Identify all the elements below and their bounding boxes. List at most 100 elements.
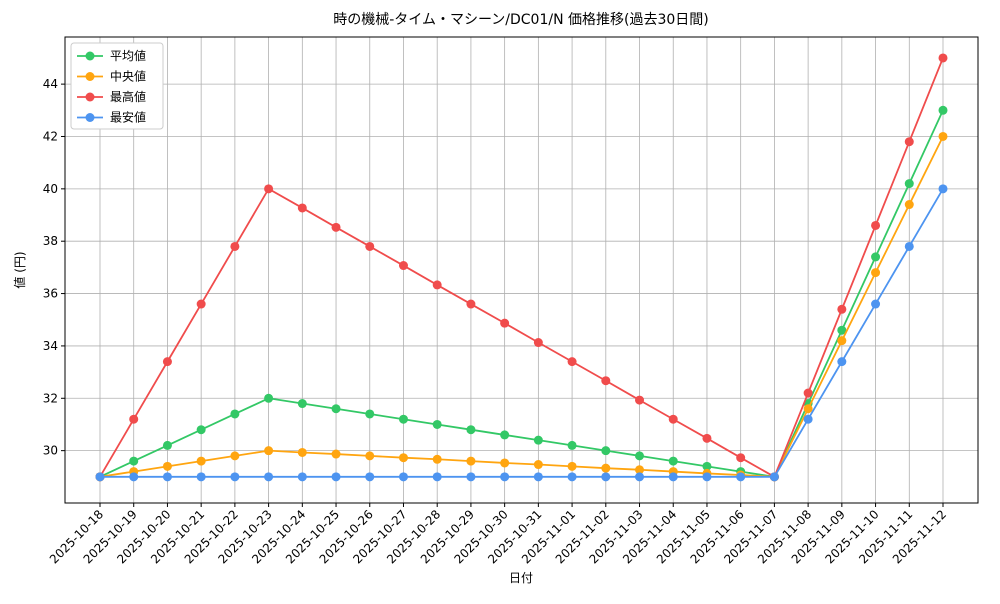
x-axis-label: 日付 bbox=[509, 571, 533, 585]
data-point bbox=[601, 446, 611, 456]
y-tick-label: 40 bbox=[43, 182, 58, 196]
data-point bbox=[398, 261, 408, 271]
data-point bbox=[196, 456, 206, 466]
data-point bbox=[432, 280, 442, 290]
data-point bbox=[466, 425, 476, 435]
data-point bbox=[635, 395, 645, 405]
series-line bbox=[99, 57, 944, 479]
data-point bbox=[635, 465, 645, 475]
data-point bbox=[904, 241, 914, 251]
data-point bbox=[533, 460, 543, 470]
y-tick-label: 42 bbox=[43, 129, 58, 143]
data-point bbox=[635, 451, 645, 461]
data-point bbox=[601, 463, 611, 473]
data-point bbox=[500, 458, 510, 468]
series-line bbox=[99, 109, 944, 478]
data-point bbox=[264, 184, 274, 194]
legend-marker bbox=[85, 92, 95, 102]
data-point bbox=[297, 447, 307, 457]
data-point bbox=[904, 179, 914, 189]
data-point bbox=[567, 472, 577, 482]
data-point bbox=[533, 435, 543, 445]
data-point bbox=[297, 472, 307, 482]
data-point bbox=[331, 472, 341, 482]
data-point bbox=[736, 472, 746, 482]
data-point bbox=[331, 449, 341, 459]
data-point bbox=[162, 461, 172, 471]
data-point bbox=[95, 472, 105, 482]
data-point bbox=[567, 461, 577, 471]
y-tick-label: 38 bbox=[43, 234, 58, 248]
data-point bbox=[837, 325, 847, 335]
data-point bbox=[904, 137, 914, 147]
data-point bbox=[466, 456, 476, 466]
data-point bbox=[466, 472, 476, 482]
legend-label: 最高値 bbox=[110, 89, 146, 104]
data-point bbox=[635, 472, 645, 482]
data-point bbox=[500, 430, 510, 440]
data-point bbox=[702, 472, 712, 482]
data-point bbox=[398, 453, 408, 463]
data-point bbox=[938, 53, 948, 63]
data-point bbox=[230, 472, 240, 482]
data-point bbox=[129, 472, 139, 482]
series-line bbox=[99, 136, 944, 478]
legend-box bbox=[70, 42, 164, 130]
data-point bbox=[702, 461, 712, 471]
data-point bbox=[871, 268, 881, 278]
data-point bbox=[162, 472, 172, 482]
data-point bbox=[668, 414, 678, 424]
data-point bbox=[398, 414, 408, 424]
legend-label: 平均値 bbox=[110, 48, 146, 63]
legend-marker bbox=[85, 113, 95, 122]
data-point bbox=[533, 338, 543, 348]
data-point bbox=[196, 299, 206, 309]
data-point bbox=[196, 425, 206, 435]
y-tick-label: 44 bbox=[43, 77, 58, 91]
legend-label: 最安値 bbox=[110, 110, 146, 125]
data-point bbox=[230, 409, 240, 419]
data-point bbox=[365, 472, 375, 482]
plot-frame bbox=[64, 36, 979, 504]
series-line bbox=[100, 188, 944, 478]
y-tick-label: 32 bbox=[43, 391, 58, 405]
data-point bbox=[803, 388, 813, 398]
data-point bbox=[938, 184, 948, 194]
data-point bbox=[736, 453, 746, 463]
data-point bbox=[567, 357, 577, 367]
data-point bbox=[162, 357, 172, 367]
data-point bbox=[837, 336, 847, 346]
data-point bbox=[871, 220, 881, 230]
data-point bbox=[331, 222, 341, 232]
data-point bbox=[567, 440, 577, 450]
data-point bbox=[938, 105, 948, 115]
data-point bbox=[601, 376, 611, 386]
data-point bbox=[264, 472, 274, 482]
data-point bbox=[601, 472, 611, 482]
data-point bbox=[365, 409, 375, 419]
data-point bbox=[398, 472, 408, 482]
data-point bbox=[331, 404, 341, 414]
data-point bbox=[500, 472, 510, 482]
data-point bbox=[365, 241, 375, 251]
y-tick-label: 36 bbox=[43, 287, 58, 301]
data-point bbox=[904, 200, 914, 210]
data-point bbox=[769, 472, 779, 482]
data-point bbox=[938, 131, 948, 141]
data-point bbox=[803, 414, 813, 424]
data-point bbox=[297, 399, 307, 409]
data-point bbox=[500, 318, 510, 328]
data-point bbox=[533, 472, 543, 482]
data-point bbox=[871, 252, 881, 262]
data-point bbox=[196, 472, 206, 482]
data-point bbox=[803, 404, 813, 414]
data-point bbox=[129, 414, 139, 424]
legend-label: 中央値 bbox=[110, 69, 146, 84]
data-point bbox=[432, 472, 442, 482]
legend-marker bbox=[85, 51, 95, 61]
data-point bbox=[432, 454, 442, 464]
data-point bbox=[871, 299, 881, 309]
